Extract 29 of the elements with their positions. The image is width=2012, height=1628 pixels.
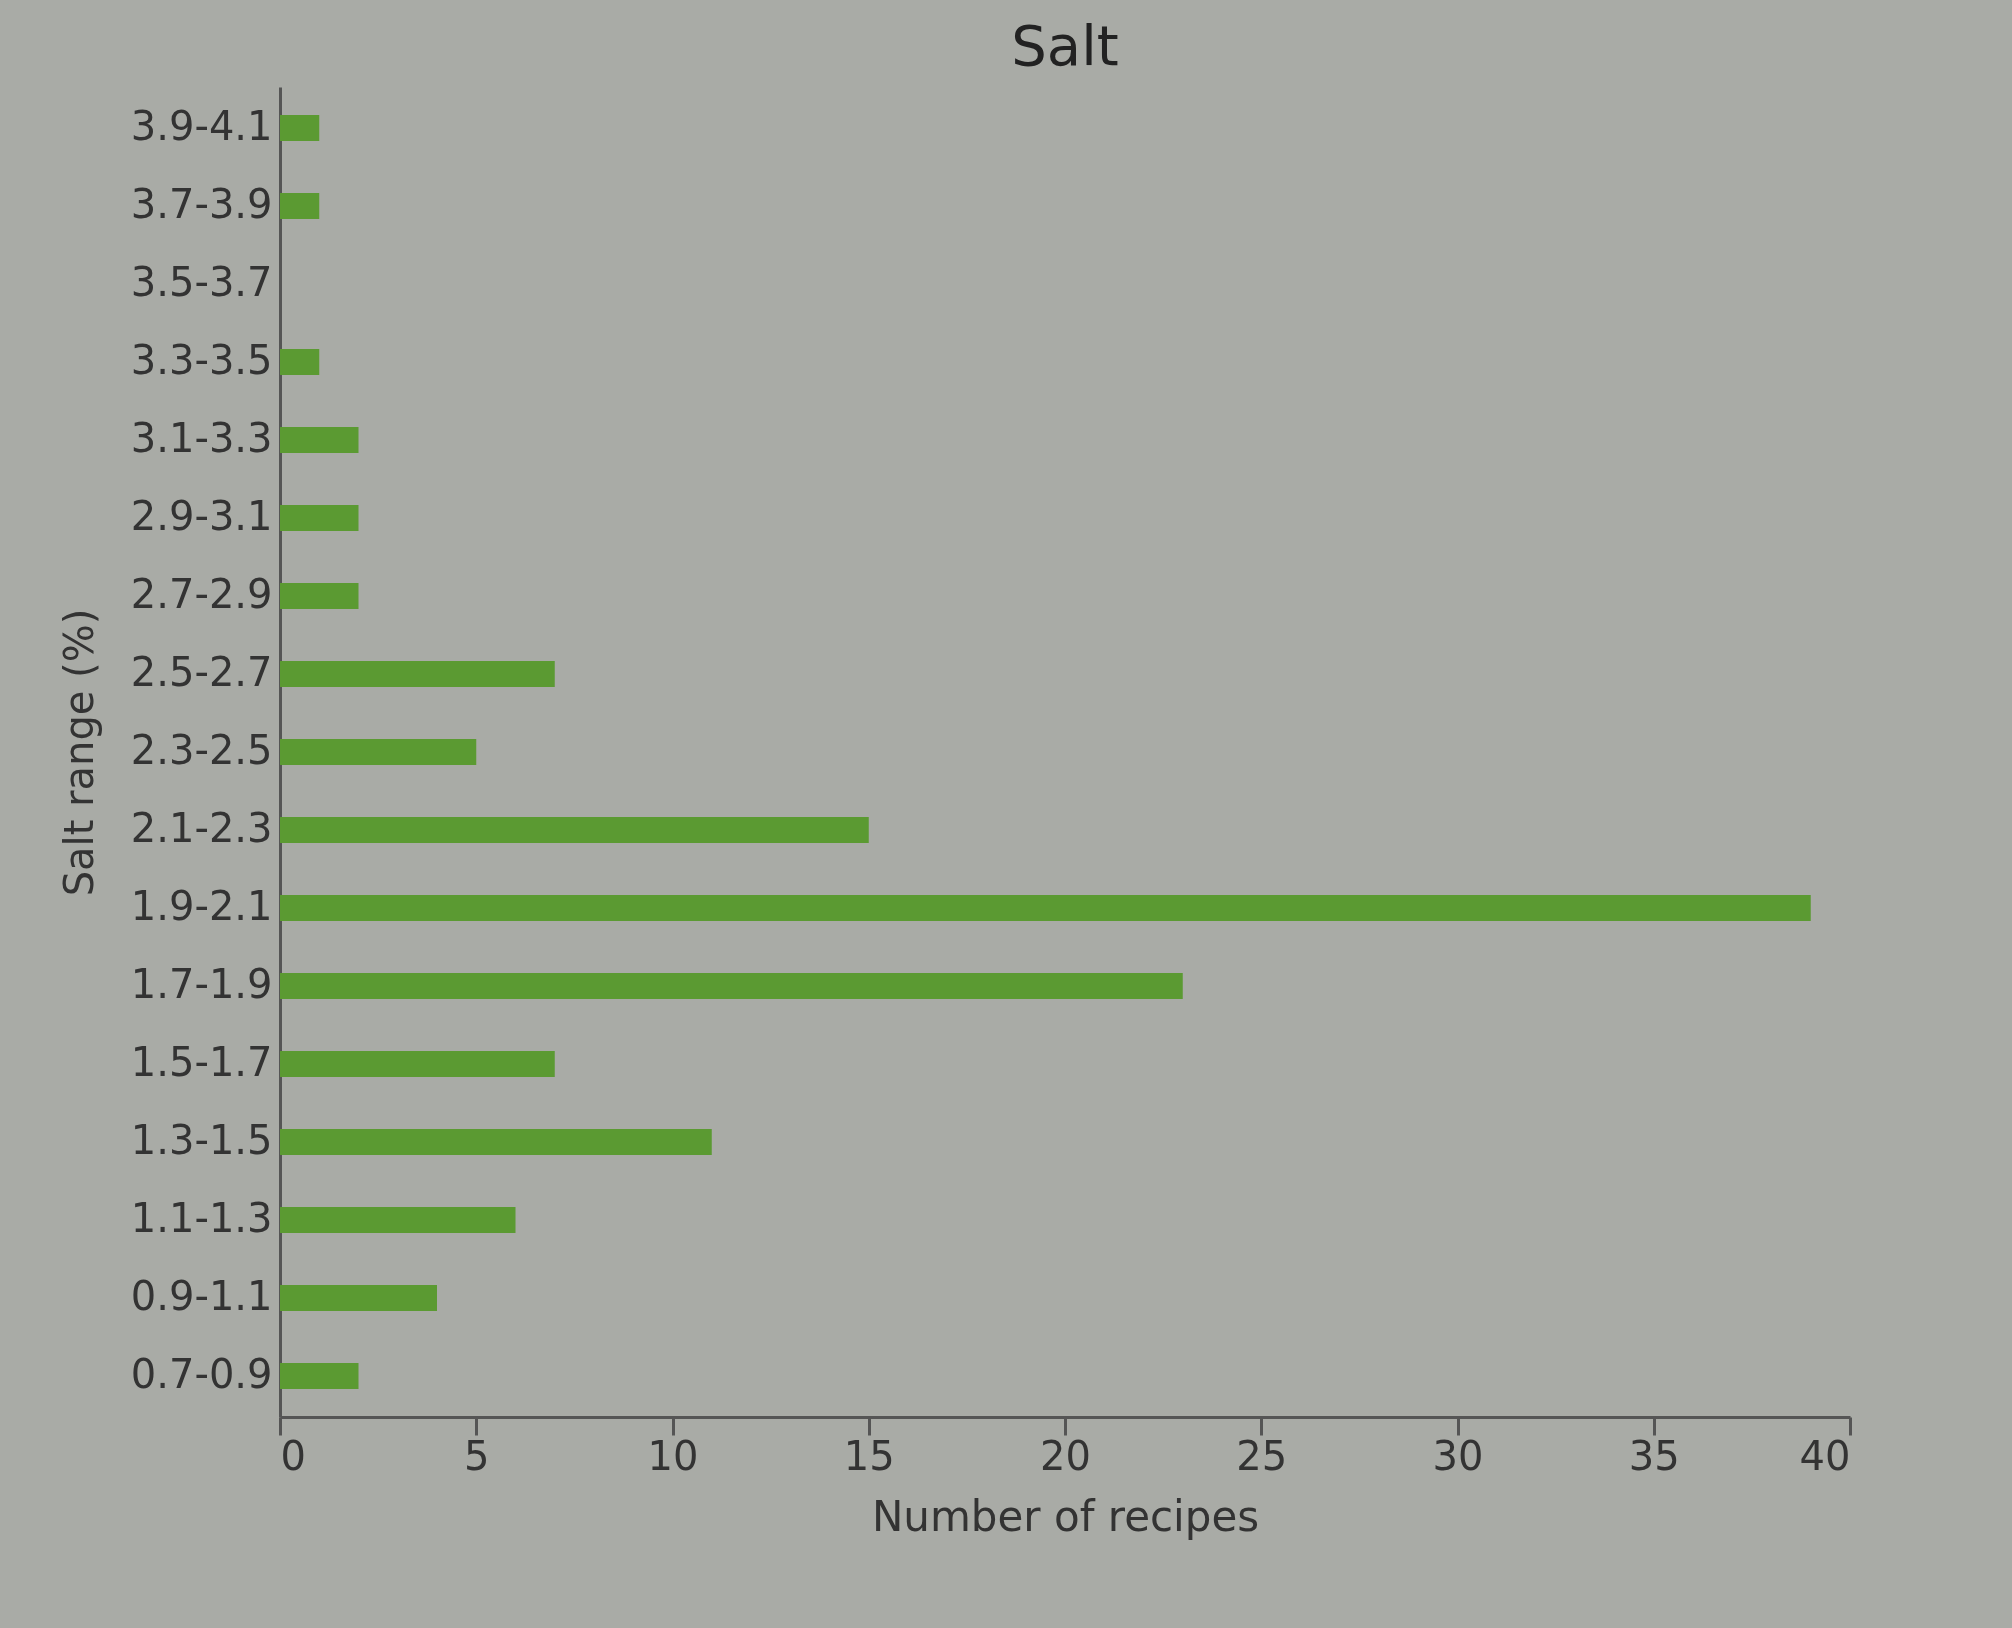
y-tick-label: 3.3-3.5 — [130, 336, 273, 383]
y-tick-label: 2.9-3.1 — [130, 492, 273, 539]
y-tick-label: 3.7-3.9 — [130, 180, 273, 227]
x-tick-label: 30 — [1432, 1432, 1484, 1479]
x-tick-label: 10 — [647, 1432, 699, 1479]
chart-title: Salt — [1011, 13, 1119, 78]
y-tick-label: 1.3-1.5 — [130, 1117, 273, 1164]
x-tick-label: 20 — [1040, 1432, 1091, 1479]
x-tick-label: 0 — [280, 1432, 306, 1479]
y-tick-label: 1.7-1.9 — [130, 961, 273, 1008]
y-tick-label: 3.9-4.1 — [130, 102, 273, 149]
x-tick-label: 40 — [1799, 1432, 1851, 1479]
x-tick-label: 15 — [843, 1432, 895, 1479]
y-tick-label: 1.9-2.1 — [130, 883, 273, 930]
x-tick-label: 35 — [1628, 1432, 1680, 1479]
y-tick-label: 2.3-2.5 — [130, 727, 273, 773]
y-tick-label: 3.5-3.7 — [130, 258, 273, 305]
y-axis-title: Salt range (%) — [55, 608, 102, 897]
y-tick-label: 1.1-1.3 — [130, 1195, 273, 1242]
y-tick-label: 3.1-3.3 — [130, 414, 273, 461]
x-tick-label: 25 — [1236, 1432, 1288, 1479]
y-tick-label: 0.9-1.1 — [130, 1273, 273, 1320]
x-tick-label: 5 — [464, 1432, 490, 1479]
y-tick-label: 1.5-1.7 — [130, 1039, 273, 1086]
y-tick-label: 0.7-0.9 — [130, 1351, 273, 1398]
y-tick-label: 2.5-2.7 — [130, 648, 273, 695]
x-axis-title: Number of recipes — [871, 1491, 1260, 1541]
y-tick-label: 2.1-2.3 — [130, 805, 273, 852]
y-tick-label: 2.7-2.9 — [130, 570, 273, 617]
